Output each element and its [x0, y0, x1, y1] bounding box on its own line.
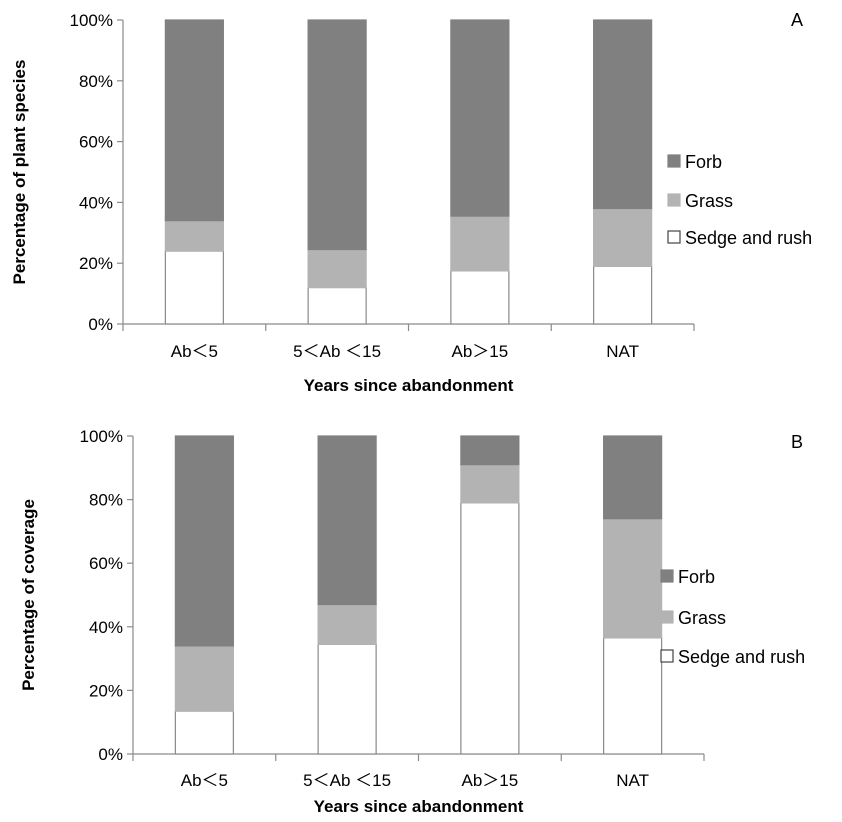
bar-segment	[317, 603, 377, 645]
legend-label: Forb	[685, 152, 722, 172]
bar-segment	[307, 286, 367, 325]
legend-label: Forb	[678, 567, 715, 587]
x-tick-label: Ab＞15	[462, 771, 519, 790]
legend-swatch	[667, 193, 681, 207]
bar-segment	[450, 270, 510, 325]
legend-label: Sedge and rush	[678, 647, 805, 667]
bar-segment	[450, 215, 510, 272]
y-tick-label: 100%	[80, 427, 123, 446]
y-tick-label: 0%	[88, 315, 113, 334]
bar-segment	[593, 207, 653, 267]
legend-label: Grass	[685, 191, 733, 211]
bar-segment	[593, 19, 653, 210]
legend-swatch	[667, 230, 681, 244]
y-tick-label: 20%	[89, 681, 123, 700]
y-tick-label: 60%	[89, 554, 123, 573]
x-axis-title: Years since abandonment	[314, 797, 524, 816]
chart-panel-a: 0% 20% 40% 60% 80% 100% Ab＜5 5＜Ab ＜15 Ab＞15 NAT Ye…	[10, 10, 812, 395]
x-tick-label: Ab＜5	[171, 342, 218, 361]
bar-segment	[450, 19, 510, 217]
y-tick-label: 0%	[98, 745, 123, 764]
x-tick-label: Ab＞15	[452, 342, 509, 361]
panel-label: B	[791, 432, 803, 452]
bar-segment	[164, 250, 224, 325]
bar-segment	[603, 518, 663, 639]
y-tick-label: 80%	[89, 491, 123, 510]
x-axis-title: Years since abandonment	[304, 376, 514, 395]
bar-segment	[603, 637, 663, 755]
y-axis-title: Percentage of coverage	[19, 499, 38, 691]
y-tick-label: 80%	[79, 72, 113, 91]
bar-segment	[593, 265, 653, 325]
legend-swatch	[660, 649, 674, 663]
legend-label: Sedge and rush	[685, 228, 812, 248]
bar-segment	[460, 435, 520, 466]
legend-swatch	[660, 569, 674, 583]
x-tick-label: Ab＜5	[181, 771, 228, 790]
y-tick-label: 100%	[70, 11, 113, 30]
legend-swatch	[667, 154, 681, 168]
bar-segment	[317, 435, 377, 606]
x-tick-label: NAT	[616, 771, 649, 790]
y-tick-label: 40%	[79, 193, 113, 212]
legend-swatch	[660, 610, 674, 624]
bar-segment	[174, 435, 234, 647]
bar-segment	[603, 435, 663, 520]
bar-segment	[460, 502, 520, 755]
bar-segment	[317, 643, 377, 755]
bar-segment	[307, 19, 367, 251]
y-tick-label: 60%	[79, 133, 113, 152]
y-tick-label: 20%	[79, 254, 113, 273]
bar-segment	[307, 248, 367, 289]
chart-panel-b: 0% 20% 40% 60% 80% 100% Ab＜5 5＜Ab ＜15 Ab＞15 NAT Ye…	[19, 427, 805, 816]
x-tick-label: NAT	[606, 342, 639, 361]
x-tick-label: 5＜Ab ＜15	[293, 342, 381, 361]
bar-segment	[164, 220, 224, 252]
bar-segment	[460, 464, 520, 504]
y-axis-title: Percentage of plant species	[10, 60, 29, 285]
bar-segment	[164, 19, 224, 222]
legend-label: Grass	[678, 608, 726, 628]
bar-segment	[174, 710, 234, 755]
panel-label: A	[791, 10, 803, 30]
y-tick-label: 40%	[89, 618, 123, 637]
bar-segment	[174, 645, 234, 712]
x-tick-label: 5＜Ab ＜15	[303, 771, 391, 790]
